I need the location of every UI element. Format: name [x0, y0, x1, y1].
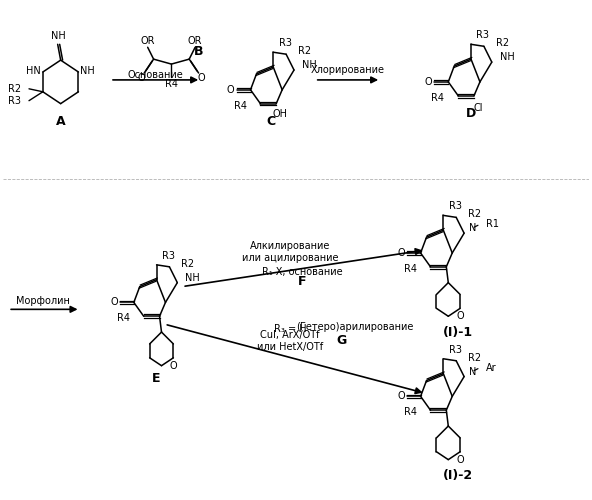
Text: OH: OH	[273, 108, 288, 118]
Text: R2: R2	[181, 259, 194, 269]
Text: O: O	[138, 73, 146, 83]
Text: O: O	[456, 312, 464, 322]
Text: OR: OR	[188, 36, 202, 46]
Text: R4: R4	[117, 313, 130, 323]
Text: HN: HN	[26, 66, 41, 76]
Text: O: O	[169, 360, 177, 370]
Text: R2: R2	[468, 210, 481, 220]
Text: A: A	[56, 115, 66, 128]
Text: O: O	[197, 73, 205, 83]
Text: R3: R3	[279, 38, 292, 48]
Text: R2: R2	[468, 353, 481, 363]
Text: R₃ = H: R₃ = H	[274, 324, 307, 334]
Text: O: O	[110, 298, 118, 308]
Text: R4: R4	[404, 407, 417, 417]
Text: (Гетеро)арилирование: (Гетеро)арилирование	[295, 322, 413, 332]
Text: E: E	[152, 372, 161, 385]
Text: NH: NH	[52, 32, 66, 42]
Text: R4: R4	[165, 79, 178, 89]
Text: R1: R1	[486, 220, 499, 230]
Text: G: G	[336, 334, 346, 347]
Text: R2: R2	[298, 46, 311, 56]
Text: O: O	[397, 248, 405, 258]
Text: NH: NH	[185, 272, 200, 282]
Text: (I)-2: (I)-2	[443, 469, 473, 482]
Text: R4: R4	[234, 100, 246, 110]
Text: R3: R3	[449, 345, 462, 355]
Text: O: O	[227, 85, 234, 95]
Text: NH: NH	[302, 60, 317, 70]
Text: O: O	[397, 392, 405, 402]
Text: F: F	[298, 275, 306, 288]
Text: Хлорирование: Хлорирование	[310, 65, 384, 75]
Text: R3: R3	[477, 30, 490, 40]
Text: (I)-1: (I)-1	[443, 326, 473, 338]
Text: B: B	[194, 44, 204, 58]
Text: Основание: Основание	[128, 70, 184, 80]
Text: Алкилирование
или ацилирование: Алкилирование или ацилирование	[242, 241, 338, 263]
Text: OR: OR	[140, 36, 155, 46]
Text: R2: R2	[8, 84, 21, 94]
Text: R3: R3	[8, 96, 21, 106]
Text: O: O	[456, 454, 464, 464]
Text: O: O	[424, 77, 432, 87]
Text: R4: R4	[432, 92, 445, 102]
Text: R2: R2	[496, 38, 509, 48]
Text: Морфолин: Морфолин	[16, 296, 70, 306]
Text: R₁-X, основание: R₁-X, основание	[262, 267, 342, 277]
Text: NH: NH	[500, 52, 514, 62]
Text: Ar: Ar	[486, 362, 497, 372]
Text: C: C	[267, 115, 276, 128]
Text: Cl: Cl	[473, 102, 482, 113]
Text: N: N	[469, 366, 477, 376]
Text: D: D	[466, 107, 476, 120]
Text: NH: NH	[81, 66, 95, 76]
Text: CuI, ArX/OTf
или HetX/OTf: CuI, ArX/OTf или HetX/OTf	[257, 330, 323, 352]
Text: N: N	[469, 223, 477, 233]
Text: R4: R4	[404, 264, 417, 274]
Text: R3: R3	[449, 202, 462, 211]
Text: R3: R3	[162, 251, 175, 261]
